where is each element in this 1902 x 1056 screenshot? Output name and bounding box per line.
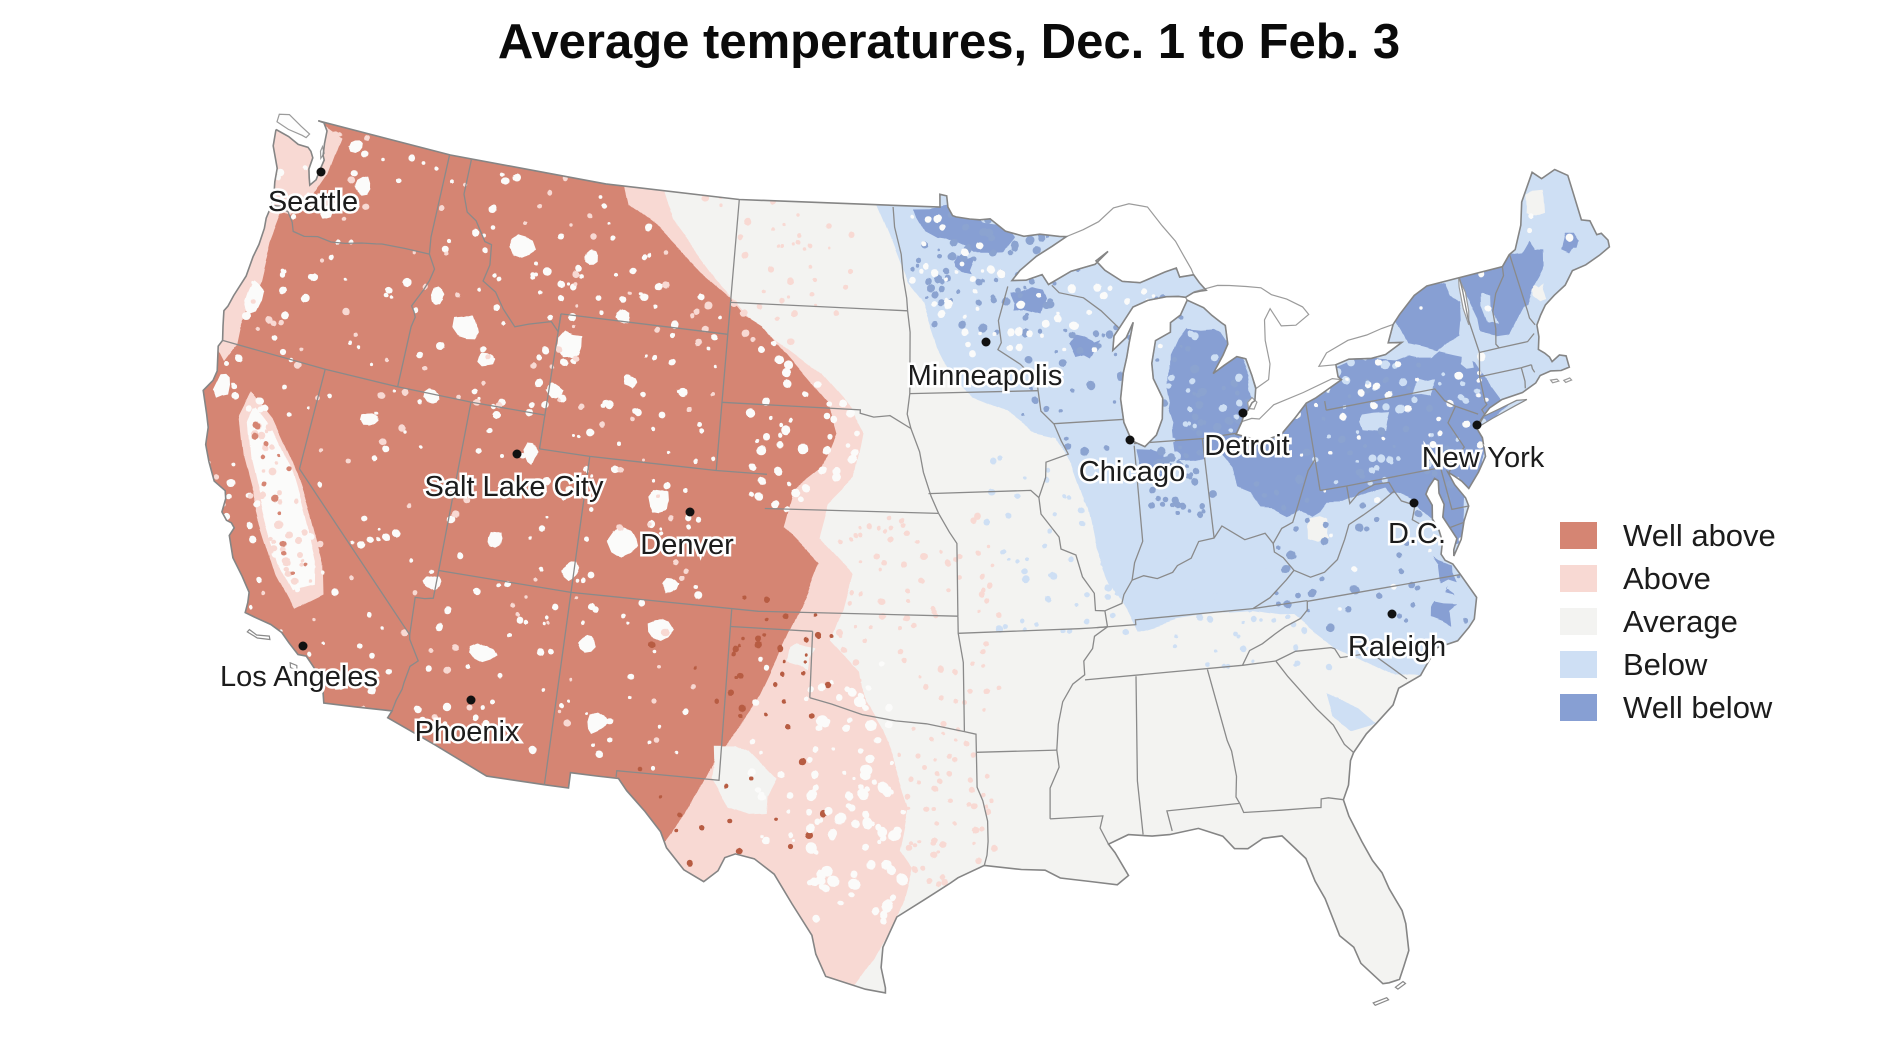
svg-text:Below: Below xyxy=(1623,647,1708,682)
svg-text:Average: Average xyxy=(1623,604,1738,639)
svg-text:Minneapolis: Minneapolis xyxy=(908,360,1063,392)
svg-text:Salt Lake City: Salt Lake City xyxy=(425,471,604,503)
svg-text:Above: Above xyxy=(1623,561,1711,596)
svg-text:Phoenix: Phoenix xyxy=(415,716,520,748)
svg-text:D.C.: D.C. xyxy=(1388,518,1446,550)
svg-text:Raleigh: Raleigh xyxy=(1348,631,1446,663)
svg-text:Chicago: Chicago xyxy=(1079,456,1185,488)
svg-text:New York: New York xyxy=(1422,442,1545,474)
svg-text:Well above: Well above xyxy=(1623,518,1776,553)
svg-text:Los Angeles: Los Angeles xyxy=(220,661,378,693)
svg-text:Denver: Denver xyxy=(640,529,734,561)
svg-text:Seattle: Seattle xyxy=(268,186,358,218)
svg-text:Detroit: Detroit xyxy=(1204,430,1289,462)
svg-text:Well below: Well below xyxy=(1623,690,1773,725)
svg-text:Average temperatures, Dec. 1 t: Average temperatures, Dec. 1 to Feb. 3 xyxy=(498,15,1400,69)
